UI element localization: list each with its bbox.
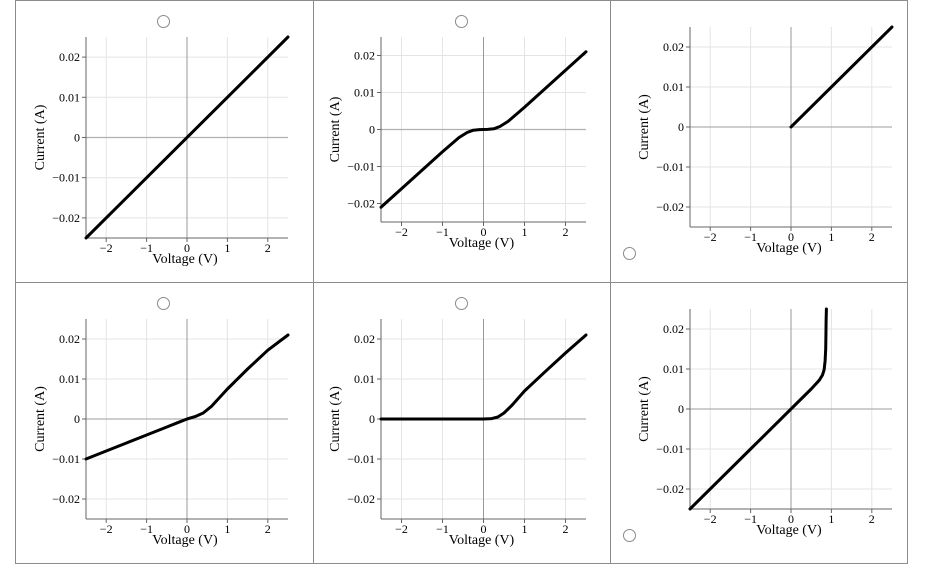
- x-tick-label: 1: [522, 225, 528, 239]
- x-tick-label: 0: [788, 512, 794, 526]
- option-f-cell[interactable]: −0.02 −0.01 0 0.01 0.02 −2 −1 0 1 2 Voltage (V) Cur…: [610, 282, 908, 564]
- x-tick-label: −1: [140, 241, 153, 255]
- x-tick-label: 0: [481, 225, 487, 239]
- y-tick-label: 0.02: [663, 40, 684, 54]
- x-tick-label: −1: [140, 522, 153, 536]
- iv-curve: [379, 50, 588, 209]
- y-tick-label: 0.01: [663, 80, 684, 94]
- chart-f: −0.02 −0.01 0 0.01 0.02 −2 −1 0 1 2 Voltage (V) Cur…: [637, 307, 892, 538]
- x-tick-label: 2: [265, 522, 271, 536]
- iv-curve: [688, 307, 828, 511]
- x-tick-label: 1: [522, 522, 528, 536]
- x-tick-label: 1: [224, 241, 230, 255]
- option-d-cell[interactable]: −0.02 −0.01 0 0.01 0.02 −2 −1 0 1 2 Voltage (V) Cur…: [15, 282, 314, 564]
- chart-a: −0.02 −0.01 0 0.01 0.02 −2 −1 0 1 2 Voltage (V) Cur…: [33, 35, 290, 267]
- x-tick-label: 2: [563, 522, 569, 536]
- y-tick-label: −0.02: [347, 197, 375, 211]
- y-tick-label: 0.02: [59, 50, 80, 64]
- y-tick-label: 0.02: [354, 332, 375, 346]
- y-tick-label: −0.01: [52, 171, 80, 185]
- y-tick-label: −0.01: [656, 442, 684, 456]
- x-tick-label: 2: [563, 225, 569, 239]
- x-tick-label: 0: [481, 522, 487, 536]
- y-tick-label: −0.01: [347, 452, 375, 466]
- x-tick-label: −2: [704, 512, 717, 526]
- iv-curve: [84, 333, 290, 461]
- y-tick-label: 0.01: [59, 372, 80, 386]
- x-tick-label: 2: [869, 230, 875, 244]
- y-tick-label: 0: [678, 402, 684, 416]
- x-axis-title: Voltage (V): [756, 241, 822, 256]
- y-axis-title: Current (A): [33, 104, 48, 170]
- x-tick-label: 0: [788, 230, 794, 244]
- x-tick-label: 1: [828, 512, 834, 526]
- x-tick-label: 1: [224, 522, 230, 536]
- x-tick-label: −2: [395, 522, 408, 536]
- option-a-cell[interactable]: −0.02 −0.01 0 0.01 0.02 −2 −1 0 1 2 Voltage (V) Cur…: [15, 0, 314, 283]
- y-axis-title: Current (A): [637, 94, 652, 160]
- iv-curve: [789, 25, 894, 129]
- x-tick-label: −2: [704, 230, 717, 244]
- chart-b: −0.02 −0.01 0 0.01 0.02 −2 −1 0 1 2 Voltage (V) Cur…: [328, 37, 588, 251]
- x-tick-label: 1: [828, 230, 834, 244]
- y-tick-label: −0.01: [52, 452, 80, 466]
- x-tick-label: −1: [436, 225, 449, 239]
- y-tick-label: 0.02: [663, 322, 684, 336]
- y-tick-label: −0.02: [52, 492, 80, 506]
- y-tick-label: 0.01: [354, 86, 375, 100]
- y-tick-label: 0.01: [354, 372, 375, 386]
- option-d-radio[interactable]: [157, 297, 170, 310]
- option-b-radio[interactable]: [455, 15, 468, 28]
- y-tick-label: 0: [678, 120, 684, 134]
- y-tick-label: 0: [369, 123, 375, 137]
- y-tick-label: −0.01: [347, 160, 375, 174]
- x-tick-label: −1: [436, 522, 449, 536]
- x-tick-label: 0: [184, 522, 190, 536]
- x-tick-label: 0: [184, 241, 190, 255]
- y-tick-label: −0.02: [52, 211, 80, 225]
- option-e-cell[interactable]: −0.02 −0.01 0 0.01 0.02 −2 −1 0 1 2 Voltage (V) Cur…: [313, 282, 611, 564]
- iv-curve: [379, 333, 588, 421]
- x-axis-title: Voltage (V): [449, 533, 515, 548]
- option-e-radio[interactable]: [455, 297, 468, 310]
- y-axis-title: Current (A): [33, 386, 48, 452]
- y-tick-label: 0: [74, 412, 80, 426]
- y-tick-label: −0.02: [656, 482, 684, 496]
- y-axis-title: Current (A): [328, 96, 343, 162]
- y-tick-label: −0.02: [656, 200, 684, 214]
- chart-e: −0.02 −0.01 0 0.01 0.02 −2 −1 0 1 2 Voltage (V) Cur…: [328, 319, 588, 548]
- y-axis-title: Current (A): [637, 376, 652, 442]
- x-axis-title: Voltage (V): [756, 523, 822, 538]
- y-tick-label: 0.02: [354, 49, 375, 63]
- x-axis-title: Voltage (V): [152, 533, 218, 548]
- y-tick-label: −0.02: [347, 492, 375, 506]
- option-a-radio[interactable]: [157, 15, 170, 28]
- x-tick-label: −1: [744, 512, 757, 526]
- y-tick-label: 0.01: [663, 362, 684, 376]
- y-tick-label: 0: [74, 131, 80, 145]
- x-tick-label: −2: [100, 522, 113, 536]
- iv-curve: [84, 35, 290, 240]
- option-b-cell[interactable]: −0.02 −0.01 0 0.01 0.02 −2 −1 0 1 2 Voltage (V) Cur…: [313, 0, 611, 283]
- y-tick-label: −0.01: [656, 160, 684, 174]
- chart-d: −0.02 −0.01 0 0.01 0.02 −2 −1 0 1 2 Voltage (V) Cur…: [33, 319, 290, 548]
- option-f-radio[interactable]: [623, 529, 636, 542]
- x-tick-label: −1: [744, 230, 757, 244]
- x-axis-title: Voltage (V): [152, 252, 218, 267]
- chart-c: −0.02 −0.01 0 0.01 0.02 −2 −1 0 1 2 Voltage (V) Cur…: [637, 25, 894, 256]
- y-tick-label: 0.02: [59, 332, 80, 346]
- x-tick-label: −2: [100, 241, 113, 255]
- x-tick-label: 2: [265, 241, 271, 255]
- option-c-radio[interactable]: [623, 247, 636, 260]
- y-tick-label: 0: [369, 412, 375, 426]
- x-axis-title: Voltage (V): [449, 236, 515, 251]
- y-axis-title: Current (A): [328, 386, 343, 452]
- y-tick-label: 0.01: [59, 90, 80, 104]
- option-c-cell[interactable]: −0.02 −0.01 0 0.01 0.02 −2 −1 0 1 2 Voltage (V) Cur…: [610, 0, 908, 283]
- x-tick-label: −2: [395, 225, 408, 239]
- x-tick-label: 2: [869, 512, 875, 526]
